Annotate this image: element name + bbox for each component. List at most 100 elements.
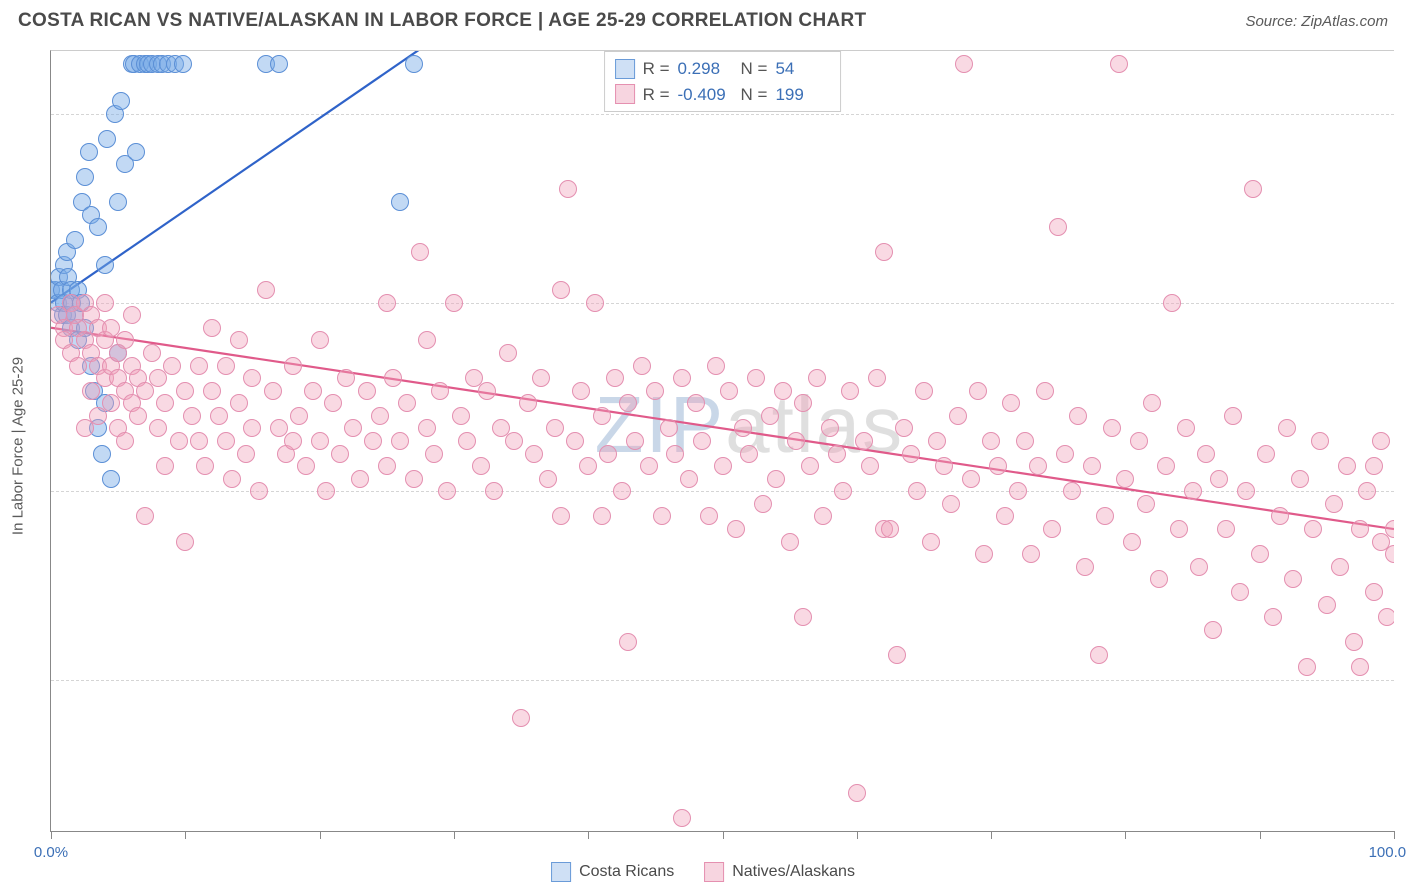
data-point xyxy=(1002,394,1020,412)
data-point xyxy=(116,432,134,450)
data-point xyxy=(1116,470,1134,488)
data-point xyxy=(445,294,463,312)
data-point xyxy=(284,432,302,450)
source-label: Source: ZipAtlas.com xyxy=(1245,13,1388,30)
data-point xyxy=(942,495,960,513)
gridline-h xyxy=(51,303,1394,304)
data-point xyxy=(653,507,671,525)
x-tick xyxy=(723,831,724,839)
data-point xyxy=(478,382,496,400)
data-point xyxy=(955,55,973,73)
data-point xyxy=(163,357,181,375)
data-point xyxy=(1063,482,1081,500)
data-point xyxy=(519,394,537,412)
gridline-h xyxy=(51,114,1394,115)
data-point xyxy=(666,445,684,463)
gridline-h xyxy=(51,680,1394,681)
data-point xyxy=(136,507,154,525)
data-point xyxy=(66,231,84,249)
data-point xyxy=(559,180,577,198)
data-point xyxy=(223,470,241,488)
data-point xyxy=(532,369,550,387)
data-point xyxy=(660,419,678,437)
data-point xyxy=(935,457,953,475)
title-bar: COSTA RICAN VS NATIVE/ALASKAN IN LABOR F… xyxy=(0,0,1406,38)
data-point xyxy=(505,432,523,450)
data-point xyxy=(391,193,409,211)
data-point xyxy=(714,457,732,475)
data-point xyxy=(855,432,873,450)
data-point xyxy=(143,344,161,362)
data-point xyxy=(1298,658,1316,676)
data-point xyxy=(391,432,409,450)
data-point xyxy=(1170,520,1188,538)
data-point xyxy=(1096,507,1114,525)
legend-label-1: Natives/Alaskans xyxy=(732,863,855,881)
data-point xyxy=(311,331,329,349)
x-tick xyxy=(1260,831,1261,839)
data-point xyxy=(1083,457,1101,475)
data-point xyxy=(646,382,664,400)
data-point xyxy=(1217,520,1235,538)
legend-item-1: Natives/Alaskans xyxy=(704,862,855,882)
data-point xyxy=(868,369,886,387)
data-point xyxy=(888,646,906,664)
data-point xyxy=(1257,445,1275,463)
data-point xyxy=(378,294,396,312)
legend: Costa Ricans Natives/Alaskans xyxy=(551,862,855,882)
data-point xyxy=(586,294,604,312)
data-point xyxy=(902,445,920,463)
data-point xyxy=(687,394,705,412)
data-point xyxy=(425,445,443,463)
data-point xyxy=(794,608,812,626)
data-point xyxy=(975,545,993,563)
data-point xyxy=(297,457,315,475)
data-point xyxy=(707,357,725,375)
data-point xyxy=(1016,432,1034,450)
x-tick xyxy=(588,831,589,839)
data-point xyxy=(1358,482,1376,500)
x-tick xyxy=(857,831,858,839)
data-point xyxy=(217,432,235,450)
data-point xyxy=(190,357,208,375)
data-point xyxy=(358,382,376,400)
data-point xyxy=(599,445,617,463)
data-point xyxy=(640,457,658,475)
data-point xyxy=(331,445,349,463)
data-point xyxy=(1056,445,1074,463)
chart-title: COSTA RICAN VS NATIVE/ALASKAN IN LABOR F… xyxy=(18,10,866,32)
y-axis-label: In Labor Force | Age 25-29 xyxy=(10,357,27,535)
x-tick xyxy=(1394,831,1395,839)
data-point xyxy=(794,394,812,412)
data-point xyxy=(1076,558,1094,576)
data-point xyxy=(962,470,980,488)
x-tick xyxy=(185,831,186,839)
data-point xyxy=(821,419,839,437)
data-point xyxy=(317,482,335,500)
data-point xyxy=(1123,533,1141,551)
data-point xyxy=(1049,218,1067,236)
data-point xyxy=(613,482,631,500)
data-point xyxy=(1318,596,1336,614)
data-point xyxy=(371,407,389,425)
data-point xyxy=(1224,407,1242,425)
data-point xyxy=(572,382,590,400)
data-point xyxy=(264,382,282,400)
data-point xyxy=(156,457,174,475)
trend-lines xyxy=(51,51,1394,831)
data-point xyxy=(398,394,416,412)
data-point xyxy=(98,130,116,148)
data-point xyxy=(1110,55,1128,73)
scatter-chart: ZIPatlas R = 0.298 N = 54 R = -0.409 N =… xyxy=(50,50,1394,832)
data-point xyxy=(1351,520,1369,538)
data-point xyxy=(405,470,423,488)
data-point xyxy=(112,92,130,110)
data-point xyxy=(895,419,913,437)
data-point xyxy=(1009,482,1027,500)
data-point xyxy=(875,243,893,261)
data-point xyxy=(203,382,221,400)
data-point xyxy=(720,382,738,400)
data-point xyxy=(579,457,597,475)
data-point xyxy=(499,344,517,362)
data-point xyxy=(1204,621,1222,639)
